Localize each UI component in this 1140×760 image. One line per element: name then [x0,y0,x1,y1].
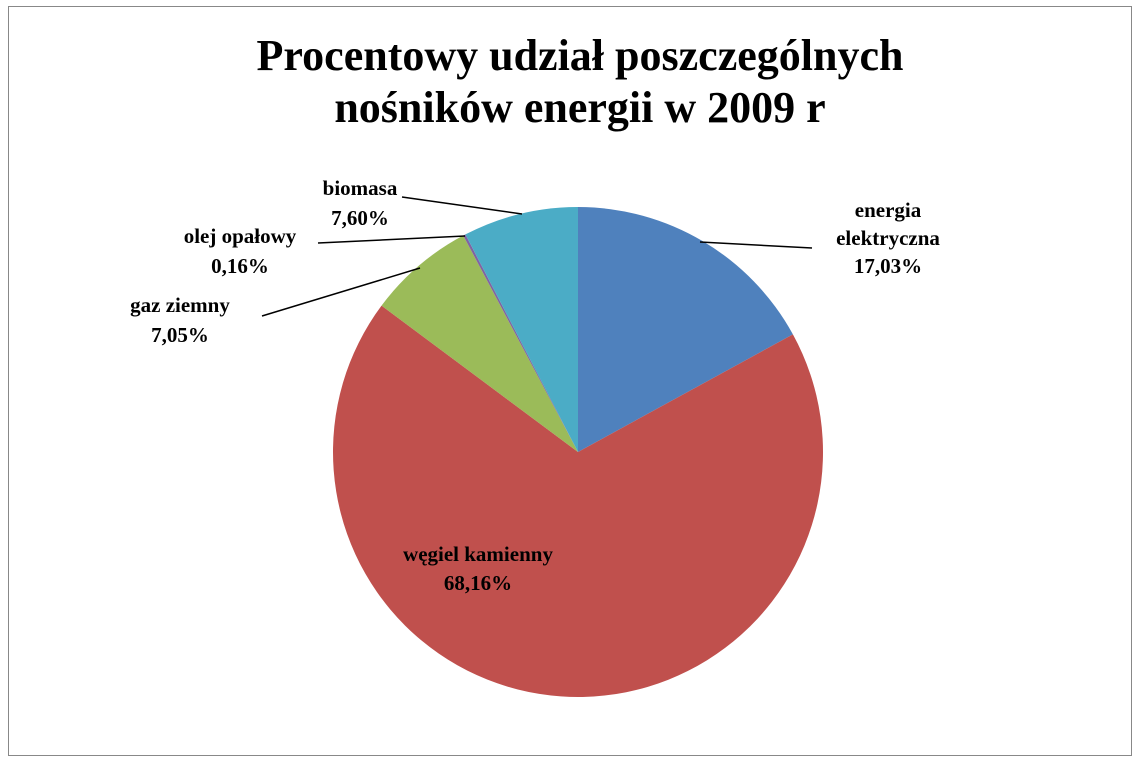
slice-value-label: 68,16% [444,571,512,595]
slice-label: gaz ziemny [130,293,230,317]
slice-value-label: 7,60% [331,206,389,230]
leader-line [261,267,421,317]
chart-title: Procentowy udział poszczególnych nośnikó… [256,31,904,132]
leader-line [401,196,523,215]
slice-label: węgiel kamienny [403,542,553,566]
pie-slice [381,235,578,452]
leader-line [317,235,466,244]
slice-label: energia elektryczna [836,198,940,250]
pie-slice [578,207,793,452]
slice-value-label: 17,03% [854,254,922,278]
pie-slice [463,234,578,452]
slice-value-label: 0,16% [211,254,269,278]
leader-line [699,241,813,249]
slice-value-label: 7,05% [151,323,209,347]
pie-slice [332,305,823,697]
slice-label: biomasa [323,176,398,200]
pie-slice [465,207,578,452]
chart-frame [8,6,1132,756]
slice-label: olej opałowy [184,224,297,248]
